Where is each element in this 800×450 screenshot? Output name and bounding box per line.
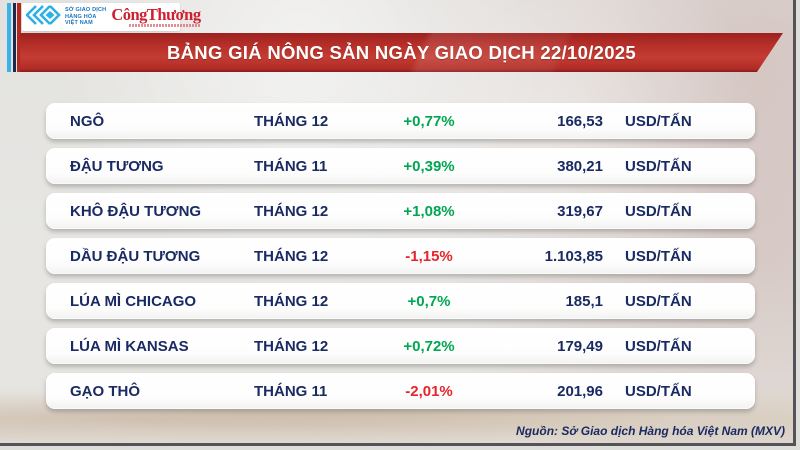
contract-month: THÁNG 12: [254, 202, 329, 220]
table-row: KHÔ ĐẬU TƯƠNG THÁNG 12 +1,08% 319,67 USD…: [46, 193, 755, 229]
frame-margin-bottom: [0, 446, 800, 450]
contract-month: THÁNG 12: [254, 247, 329, 265]
table-row: NGÔ THÁNG 12 +0,77% 166,53 USD/TẤN: [46, 103, 755, 139]
change-value: +0,72%: [403, 337, 455, 355]
change-value: +0,39%: [403, 157, 455, 175]
contract-month: THÁNG 12: [254, 292, 329, 310]
table-row: GẠO THÔ THÁNG 11 -2,01% 201,96 USD/TẤN: [46, 373, 755, 409]
price-unit: USD/TẤN: [625, 112, 692, 130]
price-value: 201,96: [557, 382, 603, 400]
price-unit: USD/TẤN: [625, 382, 692, 400]
accent-stripe-red: [17, 3, 21, 72]
mxv-org-line1: SỞ GIAO DỊCH: [65, 7, 107, 14]
price-unit: USD/TẤN: [625, 247, 692, 265]
price-unit: USD/TẤN: [625, 292, 692, 310]
table-row: ĐẬU TƯƠNG THÁNG 11 +0,39% 380,21 USD/TẤN: [46, 148, 755, 184]
price-value: 319,67: [557, 202, 603, 220]
frame-line-right: [793, 0, 796, 445]
contract-month: THÁNG 12: [254, 337, 329, 355]
mxv-chevron-diamond-icon: [25, 4, 62, 31]
price-unit: USD/TẤN: [625, 157, 692, 175]
mxv-org-line2: HÀNG HÓA: [65, 13, 97, 20]
change-value: +0,77%: [403, 112, 455, 130]
commodity-name: NGÔ: [70, 112, 105, 130]
price-table: NGÔ THÁNG 12 +0,77% 166,53 USD/TẤN ĐẬU T…: [46, 103, 755, 418]
price-value: 185,1: [565, 292, 603, 310]
accent-stripe-navy: [13, 3, 16, 72]
table-row: DẦU ĐẬU TƯƠNG THÁNG 12 -1,15% 1.103,85 U…: [46, 238, 755, 274]
mxv-org-name: SỞ GIAO DỊCH HÀNG HÓA VIỆT NAM: [65, 7, 106, 27]
contract-month: THÁNG 11: [254, 157, 328, 175]
price-value: 380,21: [557, 157, 603, 175]
source-attribution: Nguồn: Sở Giao dịch Hàng hóa Việt Nam (M…: [516, 424, 785, 438]
congthuong-tagline-microtext: [128, 24, 201, 28]
price-value: 1.103,85: [544, 247, 603, 265]
accent-stripe-cyan: [7, 3, 11, 72]
page-title: BẢNG GIÁ NÔNG SẢN NGÀY GIAO DỊCH 22/10/2…: [166, 41, 636, 63]
commodity-name: KHÔ ĐẬU TƯƠNG: [70, 202, 202, 220]
congthuong-logo: CôngThương: [111, 4, 201, 28]
table-row: LÚA MÌ CHICAGO THÁNG 12 +0,7% 185,1 USD/…: [46, 283, 755, 319]
publisher-logo-card: SỞ GIAO DỊCH HÀNG HÓA VIỆT NAM CôngThươn…: [22, 3, 201, 31]
change-value: -1,15%: [405, 247, 453, 265]
commodity-name: ĐẬU TƯƠNG: [70, 157, 164, 175]
change-value: +1,08%: [403, 202, 455, 220]
commodity-name: LÚA MÌ CHICAGO: [70, 292, 197, 310]
mxv-org-line3: VIỆT NAM: [65, 20, 93, 27]
title-banner: BẢNG GIÁ NÔNG SẢN NGÀY GIAO DỊCH 22/10/2…: [20, 33, 783, 72]
congthuong-wordmark: CôngThương: [111, 4, 201, 24]
price-unit: USD/TẤN: [625, 202, 692, 220]
contract-month: THÁNG 11: [254, 382, 328, 400]
frame-margin-right: [796, 0, 800, 450]
price-value: 179,49: [557, 337, 603, 355]
commodity-name: DẦU ĐẬU TƯƠNG: [70, 247, 201, 265]
frame-line-bottom: [0, 443, 796, 446]
price-value: 166,53: [557, 112, 603, 130]
commodity-name: GẠO THÔ: [70, 382, 140, 400]
change-value: +0,7%: [407, 292, 451, 310]
price-unit: USD/TẤN: [625, 337, 692, 355]
commodity-name: LÚA MÌ KANSAS: [70, 337, 189, 355]
table-row: LÚA MÌ KANSAS THÁNG 12 +0,72% 179,49 USD…: [46, 328, 755, 364]
contract-month: THÁNG 12: [254, 112, 329, 130]
change-value: -2,01%: [405, 382, 453, 400]
